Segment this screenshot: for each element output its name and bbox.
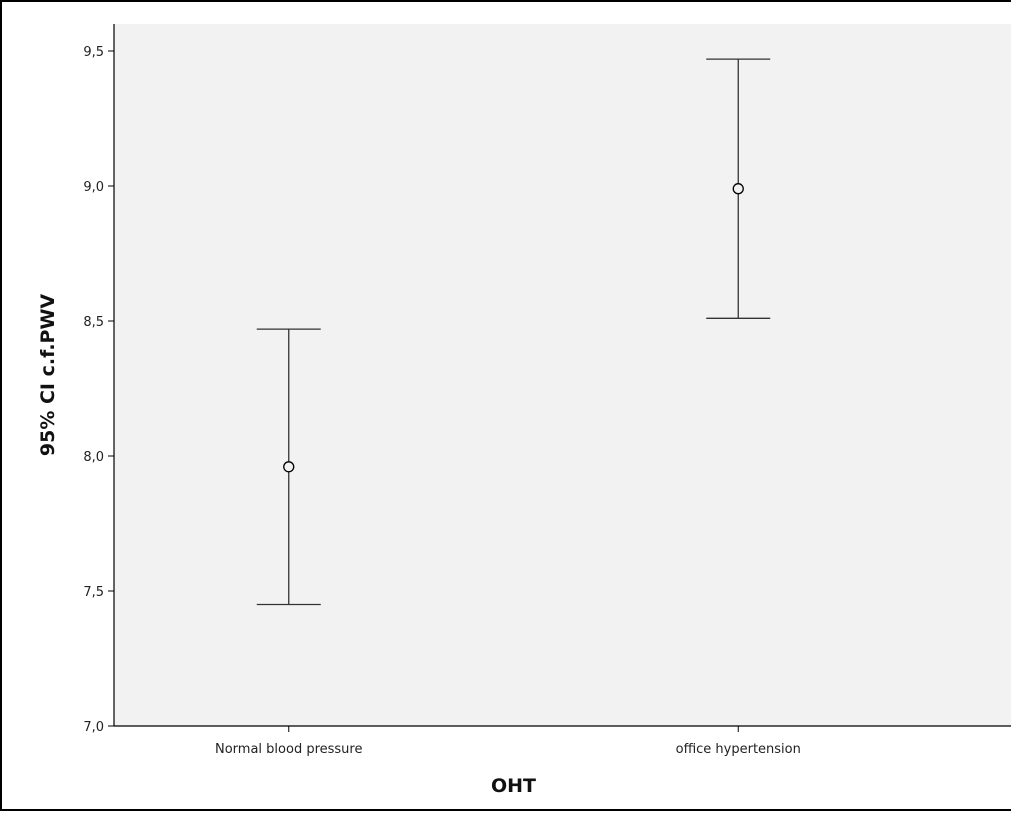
y-tick-label: 8,0	[83, 450, 104, 465]
y-tick-label: 8,5	[83, 315, 104, 330]
y-tick-label: 7,5	[83, 585, 104, 600]
error-bars	[256, 58, 771, 606]
y-tick-label: 9,0	[83, 180, 104, 195]
mean-marker	[732, 183, 744, 195]
mean-marker	[283, 461, 295, 473]
x-axis-title: OHT	[491, 775, 536, 797]
y-tick-label: 7,0	[83, 720, 104, 735]
plot-area	[114, 24, 1011, 726]
y-axis-title: 95% CI c.f.PWV	[37, 294, 59, 457]
y-tick-label: 9,5	[83, 45, 104, 60]
error-bar-1	[706, 58, 771, 319]
x-tick-label: Normal blood pressure	[215, 742, 362, 757]
x-tick-label: office hypertension	[676, 742, 801, 757]
error-bar-0	[256, 328, 321, 606]
x-axis: Normal blood pressure office hypertension	[114, 725, 1011, 757]
y-axis: 7,0 7,5 8,0 8,5 9,0 9,5	[83, 24, 115, 735]
